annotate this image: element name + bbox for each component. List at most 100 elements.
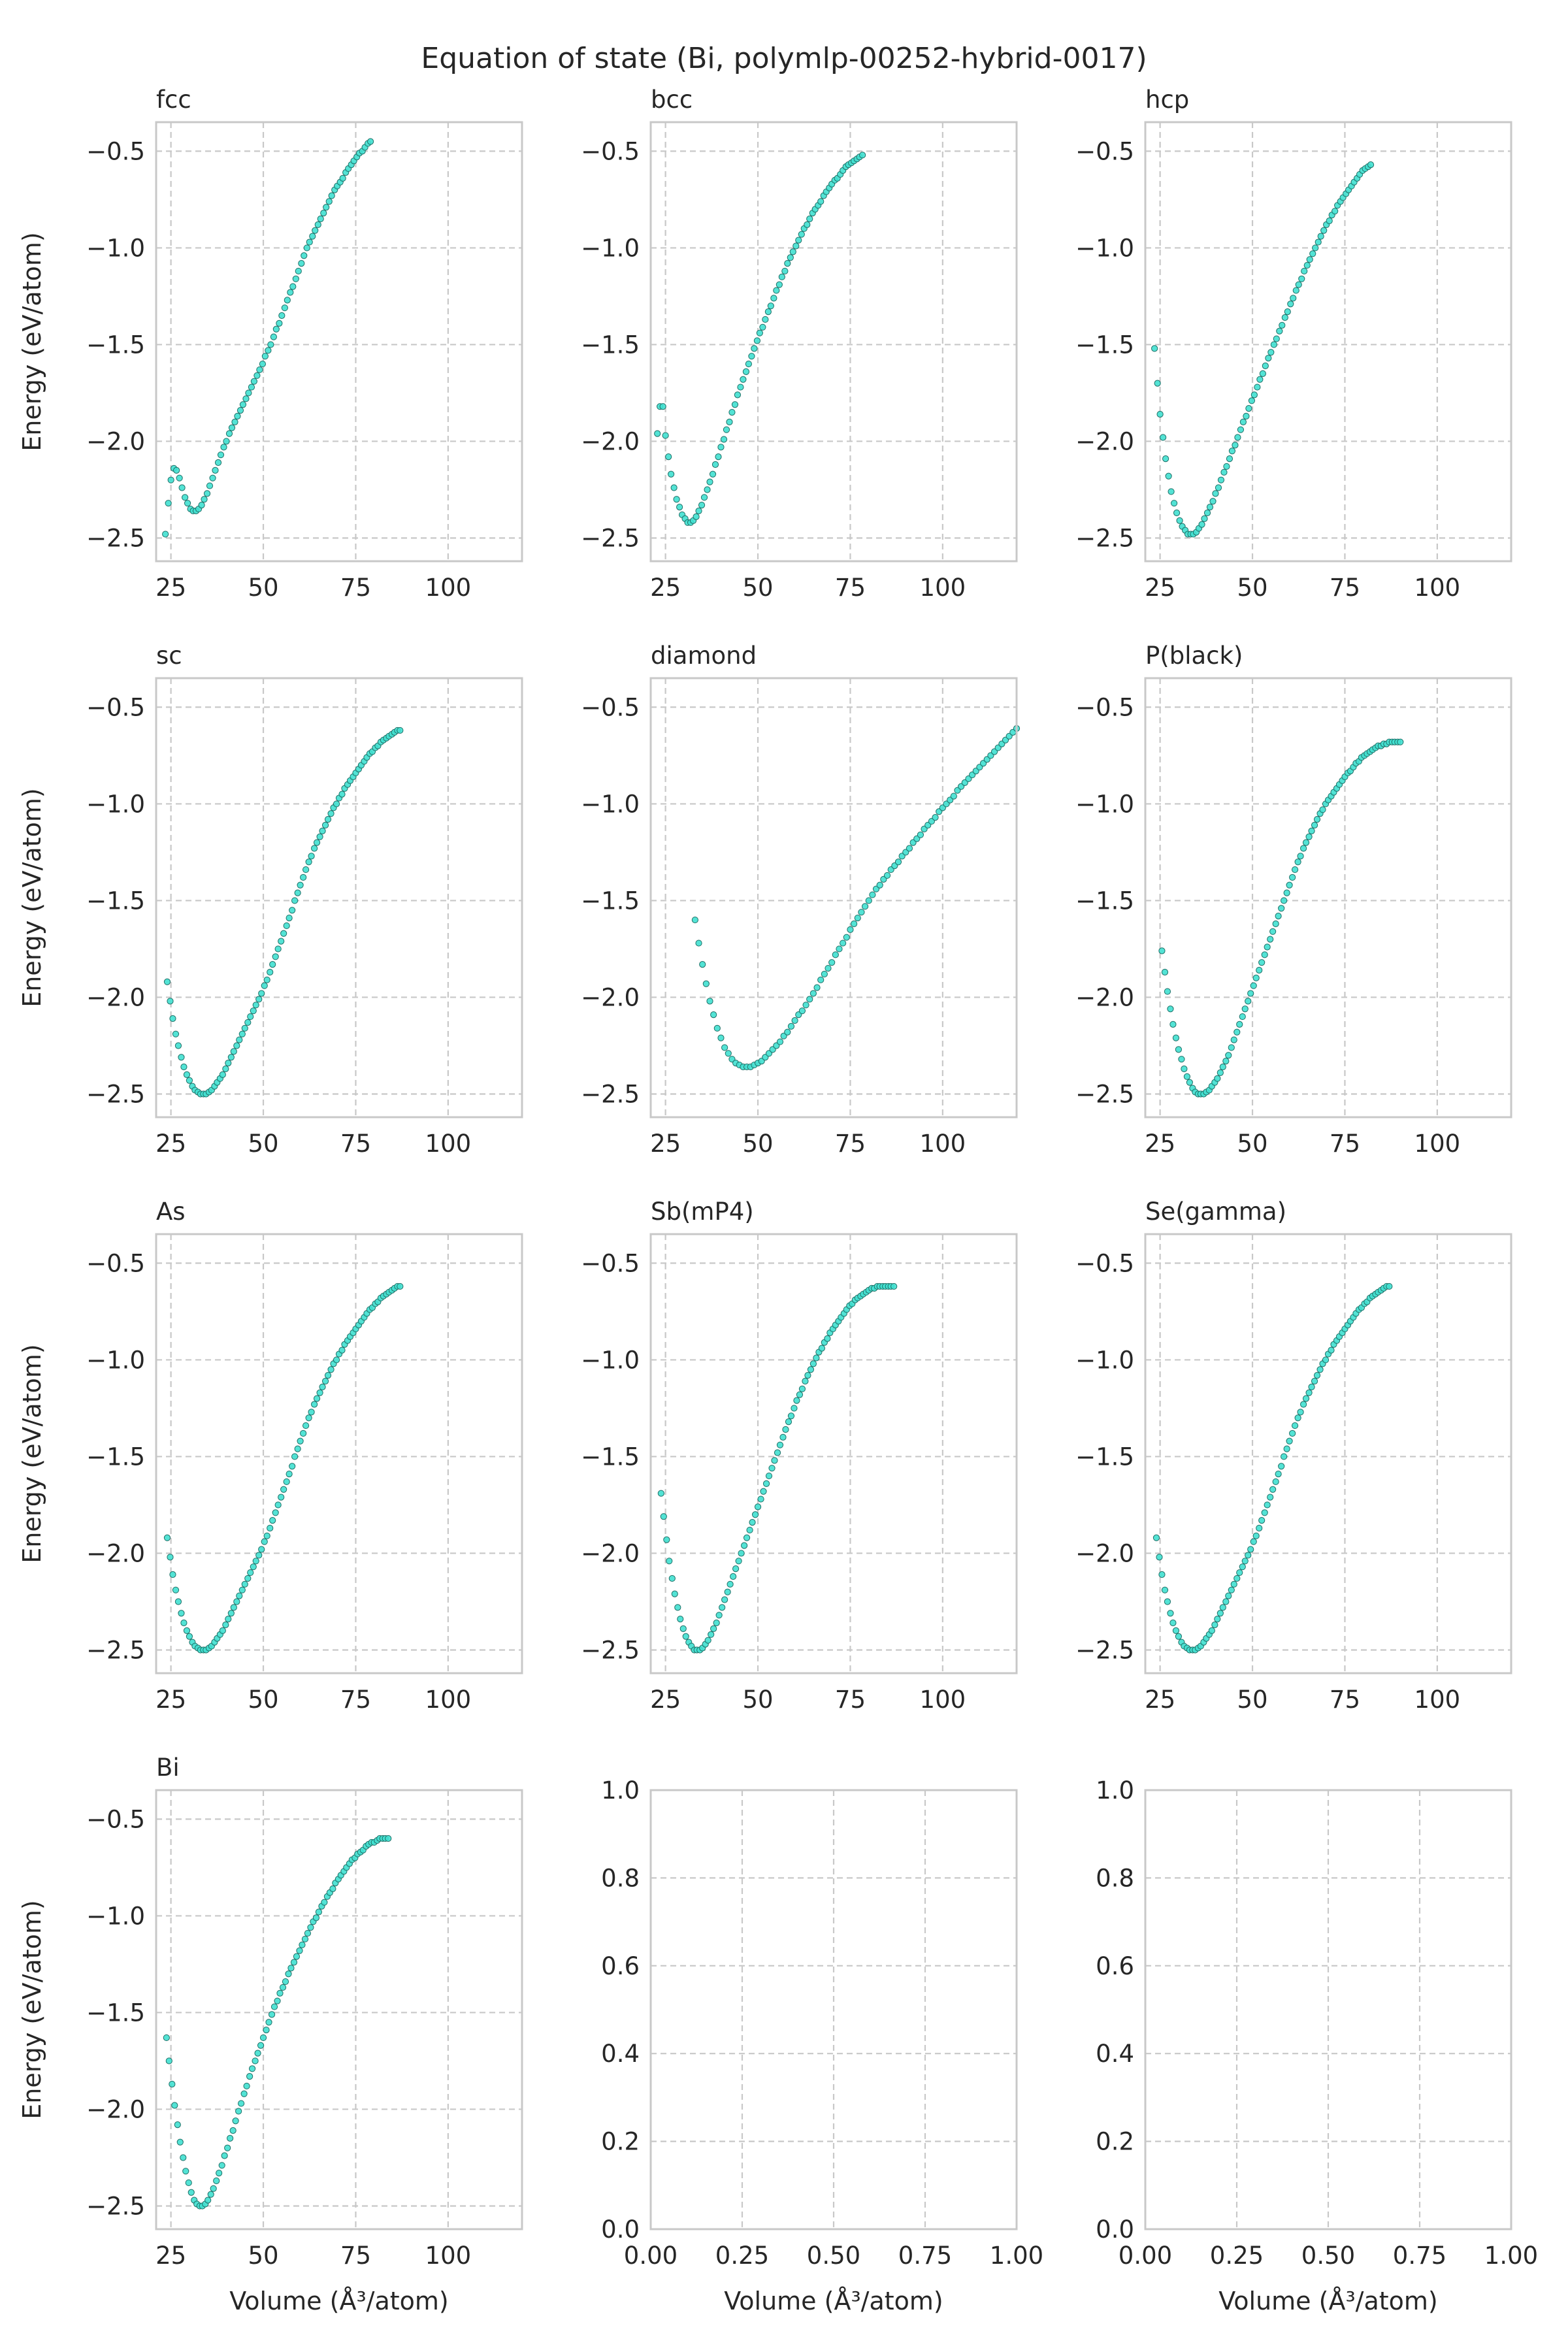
x-tick-label: 25	[650, 1686, 681, 1714]
data-point	[737, 384, 744, 391]
data-point	[950, 792, 957, 800]
data-point	[1262, 362, 1269, 370]
x-tick-label: 50	[1237, 574, 1267, 602]
y-tick-label: −2.5	[1075, 1636, 1134, 1664]
data-point	[1281, 1453, 1288, 1460]
data-point	[1313, 816, 1321, 823]
data-point	[178, 1610, 185, 1617]
data-point	[753, 337, 761, 344]
data-point	[1181, 1065, 1188, 1073]
data-point	[676, 504, 683, 511]
data-point	[1214, 1075, 1221, 1082]
data-point	[210, 2185, 217, 2192]
data-point	[293, 1953, 301, 1960]
data-point	[227, 2134, 234, 2142]
data-point	[1276, 327, 1283, 335]
data-point	[785, 1418, 792, 1426]
y-tick-label: −0.5	[1075, 137, 1134, 165]
data-point	[207, 2191, 214, 2198]
data-point	[1236, 1021, 1243, 1028]
data-point	[278, 1494, 285, 1501]
data-point	[1233, 1575, 1241, 1582]
y-tick-label: 0.2	[1096, 2128, 1134, 2156]
data-point	[759, 323, 766, 331]
data-point	[807, 1366, 815, 1373]
data-point	[1270, 341, 1277, 348]
data-point	[1175, 1633, 1183, 1640]
data-point	[1294, 858, 1301, 866]
data-point	[246, 2073, 253, 2080]
data-point	[327, 1366, 335, 1373]
data-point	[1315, 238, 1322, 246]
data-point	[298, 260, 305, 267]
data-point	[666, 1558, 673, 1565]
panel-bcc: 25 50 75 100 −0.5 −1.0 −1.5 −2.0 −2.5 bcc	[581, 86, 1018, 602]
data-point	[261, 982, 268, 989]
y-tick-label: 0.6	[1096, 1952, 1134, 1980]
data-point	[311, 845, 318, 852]
data-point	[367, 138, 374, 145]
data-point	[704, 1637, 711, 1644]
data-point	[1265, 355, 1272, 362]
data-point	[1228, 448, 1236, 455]
data-point	[1151, 345, 1158, 352]
data-point	[1272, 1478, 1279, 1486]
y-tick-label: −2.5	[581, 1636, 640, 1664]
data-point	[735, 1558, 742, 1565]
data-point	[1281, 314, 1288, 321]
x-tick-label: 100	[425, 1686, 472, 1714]
data-point	[165, 2057, 172, 2065]
data-point	[1178, 1056, 1185, 1063]
data-point	[720, 436, 728, 443]
y-tick-label: −0.5	[86, 1249, 145, 1277]
y-tick-label: −2.5	[86, 524, 145, 552]
data-point	[798, 231, 805, 238]
data-point	[859, 152, 866, 159]
data-point	[311, 1401, 318, 1408]
data-point	[1328, 1347, 1335, 1354]
data-point	[806, 996, 813, 1003]
data-point	[691, 916, 698, 924]
x-tick-label: 100	[920, 1686, 966, 1714]
data-point	[762, 1480, 770, 1487]
data-point	[171, 2102, 178, 2109]
data-point	[1317, 233, 1324, 240]
data-point	[1203, 509, 1211, 517]
x-tick-label: 50	[742, 1130, 773, 1158]
data-point	[169, 1571, 176, 1578]
data-point	[167, 476, 174, 483]
y-tick-label: −2.0	[581, 983, 640, 1011]
data-point	[704, 486, 711, 493]
data-point	[754, 1503, 762, 1511]
data-point	[267, 341, 274, 348]
data-point	[186, 1077, 193, 1084]
y-tick-label: −1.0	[581, 234, 640, 262]
data-point	[285, 1970, 292, 1978]
data-point	[828, 959, 836, 966]
data-point	[1278, 905, 1285, 912]
data-point	[858, 909, 865, 916]
data-point	[1261, 951, 1268, 958]
data-point	[1275, 913, 1282, 920]
data-point	[289, 907, 296, 914]
data-point	[276, 1989, 284, 1997]
data-point	[259, 2034, 267, 2042]
y-tick-label: −2.5	[86, 1080, 145, 1108]
x-tick-label: 0.75	[1393, 2242, 1446, 2270]
y-tick-label: 0.0	[1096, 2215, 1134, 2244]
subplot-title: fcc	[156, 86, 191, 114]
data-point	[715, 1612, 723, 1619]
data-point	[1267, 349, 1275, 356]
data-point	[774, 1449, 781, 1456]
data-point	[261, 353, 269, 360]
data-point	[219, 1627, 226, 1634]
panel-p-black: 25 50 75 100 −0.5 −1.0 −1.5 −2.0 −2.5 P(black)	[1075, 642, 1512, 1158]
data-point	[204, 2197, 212, 2204]
data-point	[254, 2050, 261, 2057]
data-point	[762, 316, 769, 323]
y-tick-label: −2.5	[581, 1080, 640, 1108]
data-point	[222, 1065, 229, 1073]
data-point	[303, 244, 310, 252]
y-tick-label: 0.4	[1096, 2040, 1134, 2068]
data-point	[167, 1554, 174, 1561]
